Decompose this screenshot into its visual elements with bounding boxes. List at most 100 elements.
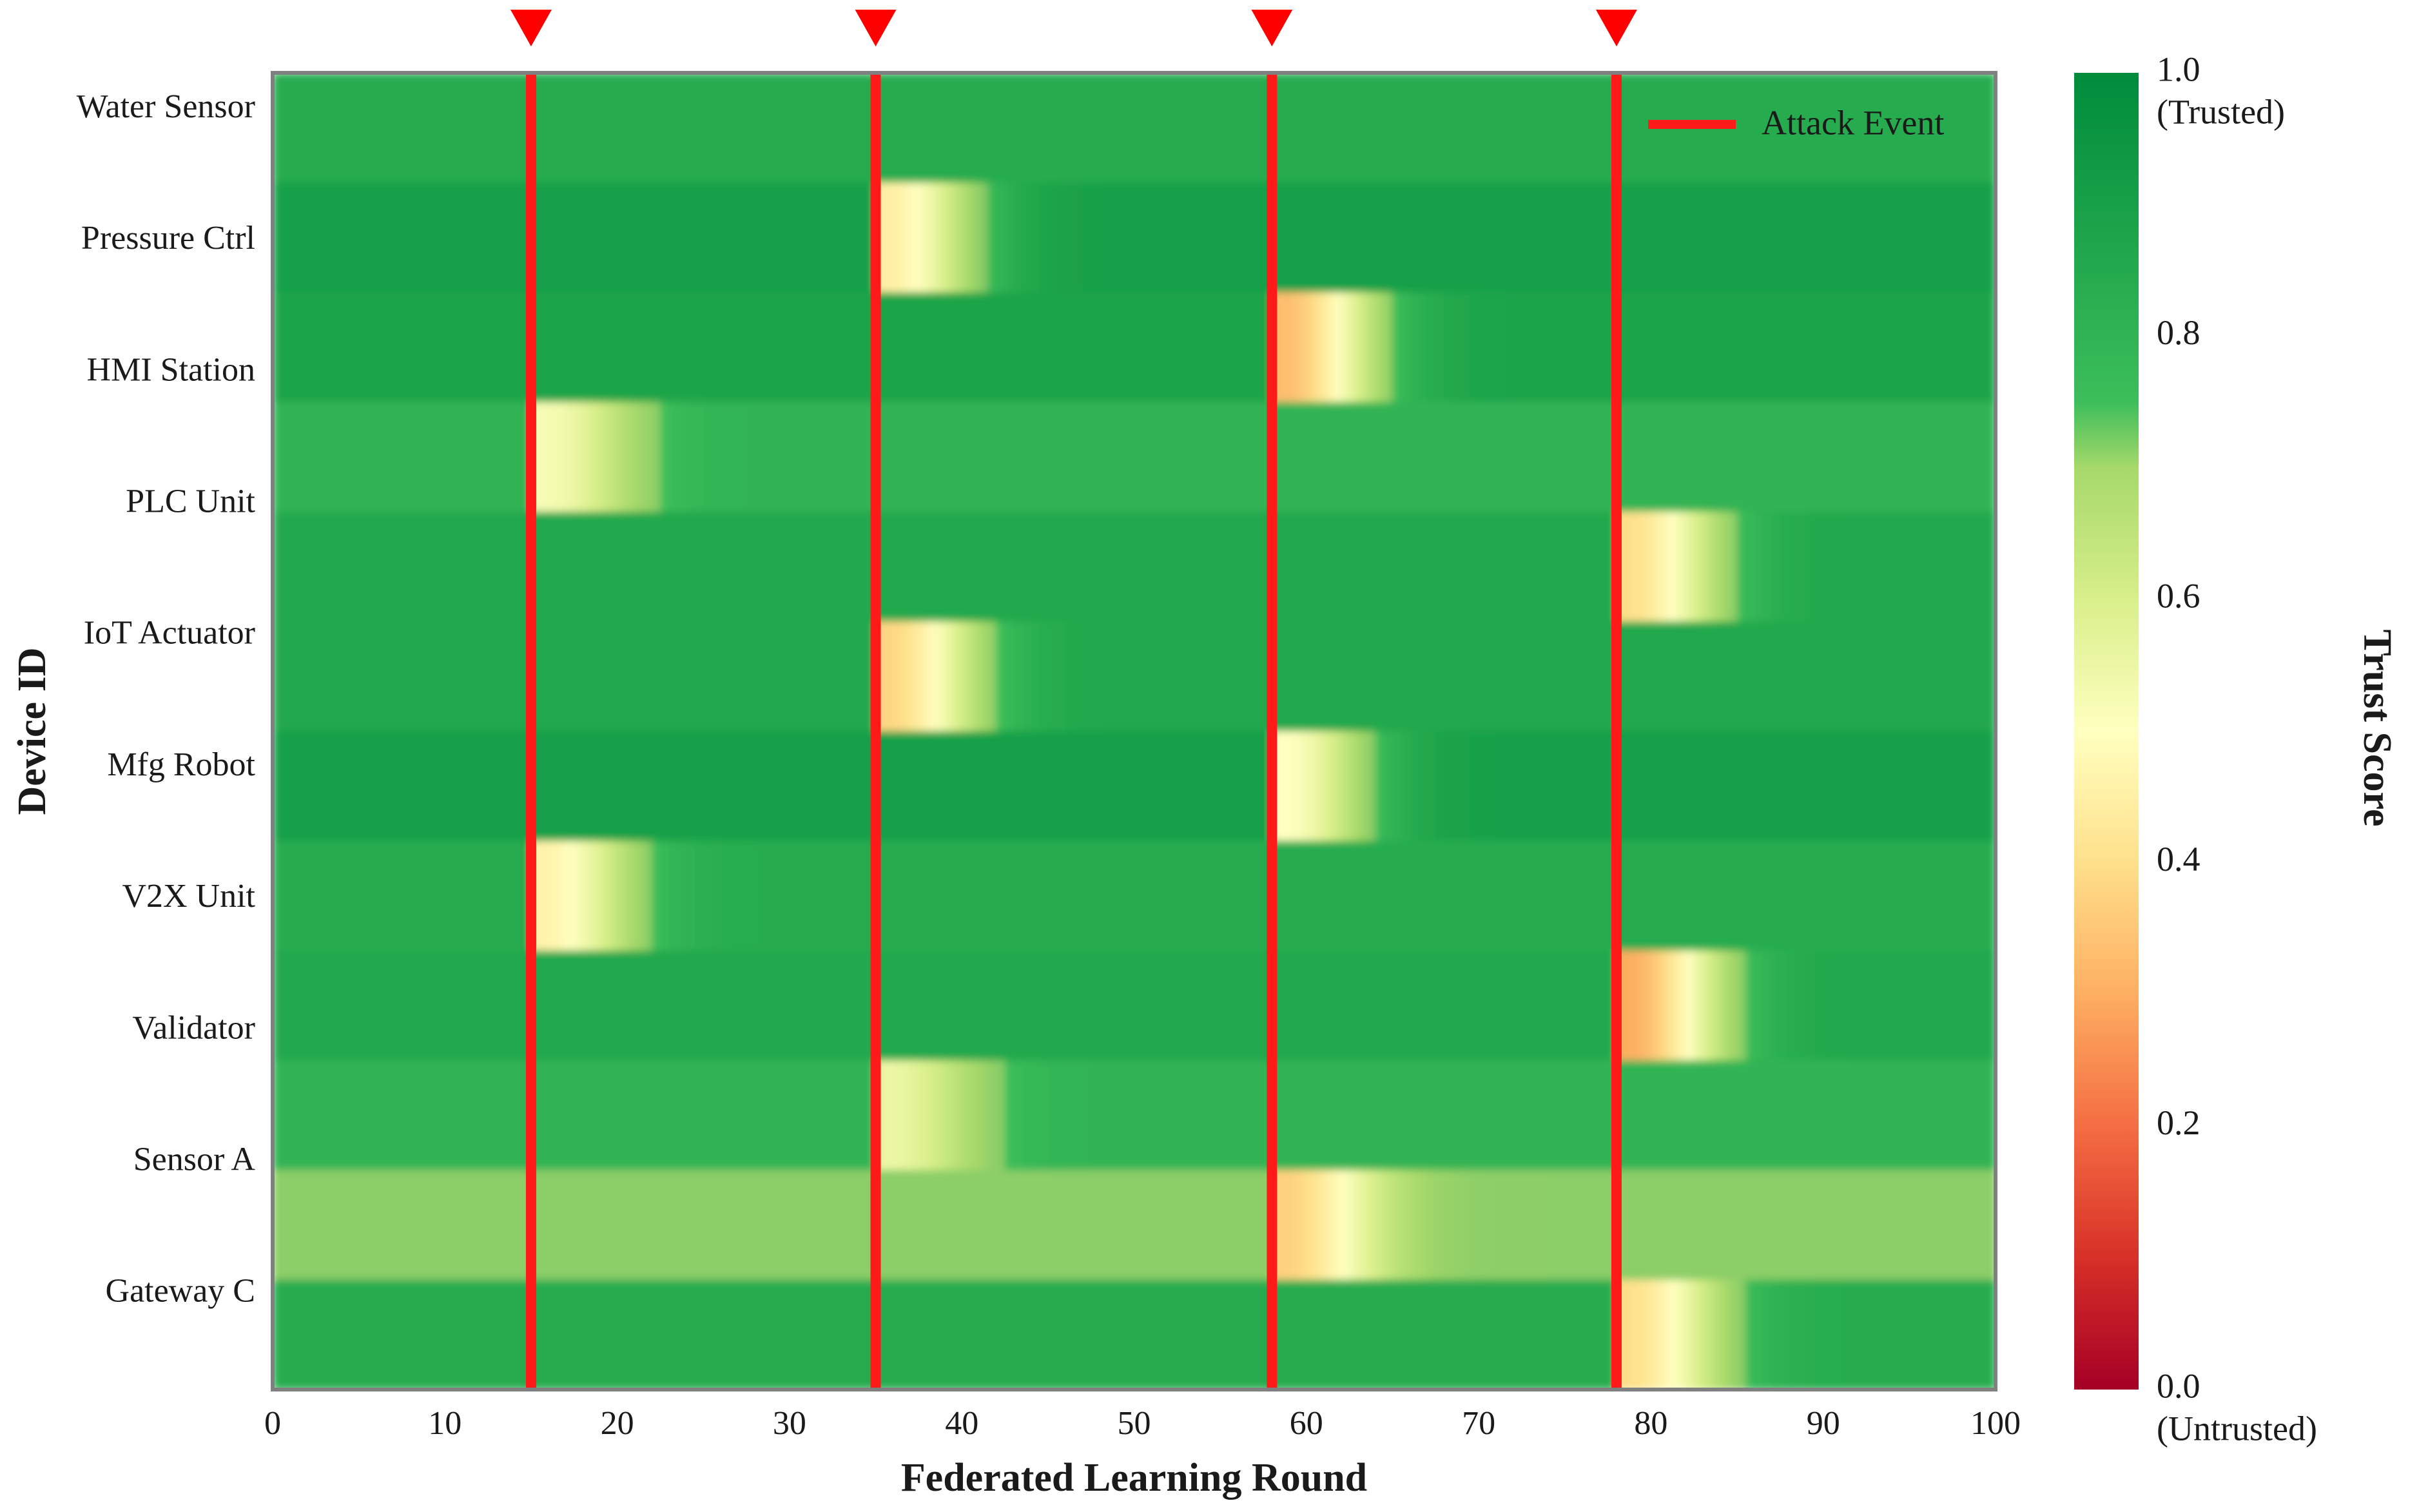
heatmap-cell xyxy=(1858,951,1867,1061)
heatmap-cell xyxy=(1763,951,1773,1061)
heatmap-cell xyxy=(634,73,644,184)
heatmap-cell xyxy=(978,951,989,1061)
heatmap-cell xyxy=(1082,621,1092,732)
heatmap-cell xyxy=(1306,1060,1316,1171)
heatmap-cell xyxy=(858,1170,868,1281)
heatmap-cell xyxy=(453,1060,463,1171)
heatmap-cell xyxy=(479,840,489,951)
heatmap-cell xyxy=(1556,512,1566,623)
heatmap-cell xyxy=(1220,621,1230,732)
heatmap-cell xyxy=(1487,512,1497,623)
heatmap-cell xyxy=(402,621,411,732)
heatmap-cell xyxy=(987,292,997,403)
heatmap-cell xyxy=(634,292,644,403)
heatmap-cell xyxy=(1927,1170,1936,1281)
heatmap-cell xyxy=(583,621,592,732)
heatmap-cell xyxy=(720,621,730,732)
heatmap-cell xyxy=(1832,182,1841,293)
heatmap-cell xyxy=(1900,1170,1910,1281)
heatmap-cell xyxy=(1116,182,1127,293)
heatmap-cell xyxy=(298,1060,308,1171)
heatmap-cell xyxy=(1005,731,1015,842)
heatmap-cell xyxy=(591,731,601,842)
heatmap-cell xyxy=(1685,840,1695,951)
heatmap-cell xyxy=(703,512,713,623)
heatmap-cell xyxy=(1539,1279,1549,1390)
heatmap-cell xyxy=(1246,182,1256,293)
heatmap-cell xyxy=(1728,1060,1738,1171)
heatmap-cell xyxy=(298,512,308,623)
heatmap-cell xyxy=(1590,1279,1600,1390)
heatmap-cell xyxy=(1858,621,1867,732)
heatmap-cell xyxy=(419,182,429,293)
heatmap-cell xyxy=(599,292,610,403)
heatmap-cell xyxy=(1823,1279,1833,1390)
heatmap-cell xyxy=(1754,951,1764,1061)
heatmap-cell xyxy=(1073,731,1083,842)
heatmap-cell xyxy=(1410,1060,1419,1171)
heatmap-cell xyxy=(298,951,308,1061)
heatmap-cell xyxy=(824,73,833,184)
heatmap-cell xyxy=(962,1060,971,1171)
heatmap-cell xyxy=(1289,1279,1299,1390)
heatmap-cell xyxy=(1754,73,1764,184)
heatmap-cell xyxy=(1168,1170,1178,1281)
heatmap-cell xyxy=(410,512,420,623)
heatmap-cell xyxy=(505,951,515,1061)
heatmap-cell xyxy=(652,840,661,951)
heatmap-cell xyxy=(376,292,385,403)
heatmap-cell xyxy=(1160,951,1169,1061)
heatmap-cell xyxy=(583,1279,592,1390)
heatmap-cell xyxy=(944,1170,954,1281)
heatmap-cell xyxy=(1297,292,1307,403)
heatmap-cell xyxy=(281,512,291,623)
heatmap-cell xyxy=(686,182,695,293)
heatmap-cell xyxy=(341,621,351,732)
heatmap-cell xyxy=(789,1060,799,1171)
heatmap-cell xyxy=(1694,402,1704,512)
heatmap-cell xyxy=(712,621,721,732)
heatmap-cell xyxy=(1220,951,1230,1061)
heatmap-cell xyxy=(1056,1060,1066,1171)
heatmap-cell xyxy=(1392,1170,1402,1281)
heatmap-cell xyxy=(1185,621,1196,732)
heatmap-cell xyxy=(565,621,575,732)
heatmap-cell xyxy=(471,951,480,1061)
heatmap-cell xyxy=(1737,840,1747,951)
heatmap-cell xyxy=(1625,73,1635,184)
heatmap-cell xyxy=(1832,621,1841,732)
heatmap-cell xyxy=(1573,182,1583,293)
heatmap-cell xyxy=(1823,951,1833,1061)
heatmap-cell xyxy=(1100,512,1109,623)
heatmap-cell xyxy=(1814,182,1824,293)
heatmap-cell xyxy=(471,292,480,403)
heatmap-cell xyxy=(1832,1279,1841,1390)
heatmap-cell xyxy=(1151,182,1161,293)
x-tick-label: 60 xyxy=(1290,1405,1323,1442)
heatmap-cell xyxy=(1504,402,1514,512)
heatmap-cell xyxy=(445,292,454,403)
heatmap-cell xyxy=(1039,512,1049,623)
heatmap-cell xyxy=(987,621,997,732)
heatmap-cell xyxy=(1005,512,1015,623)
heatmap-cell xyxy=(1866,512,1876,623)
heatmap-cell xyxy=(643,292,653,403)
heatmap-cell xyxy=(634,1279,644,1390)
heatmap-cell xyxy=(376,840,385,951)
heatmap-cell xyxy=(703,292,713,403)
heatmap-cell xyxy=(1332,621,1342,732)
heatmap-cell xyxy=(1564,840,1575,951)
heatmap-cell xyxy=(1668,840,1678,951)
heatmap-cell xyxy=(453,1170,463,1281)
heatmap-cell xyxy=(1280,402,1290,512)
heatmap-cell xyxy=(944,292,954,403)
heatmap-cell xyxy=(1987,731,1996,842)
heatmap-cell xyxy=(1694,840,1704,951)
heatmap-cell xyxy=(858,621,868,732)
heatmap-cell xyxy=(944,1279,954,1390)
heatmap-cell xyxy=(462,731,472,842)
heatmap-cell xyxy=(1211,182,1221,293)
heatmap-cell xyxy=(694,182,704,293)
heatmap-cell xyxy=(1900,1060,1910,1171)
heatmap-cell xyxy=(1832,731,1841,842)
